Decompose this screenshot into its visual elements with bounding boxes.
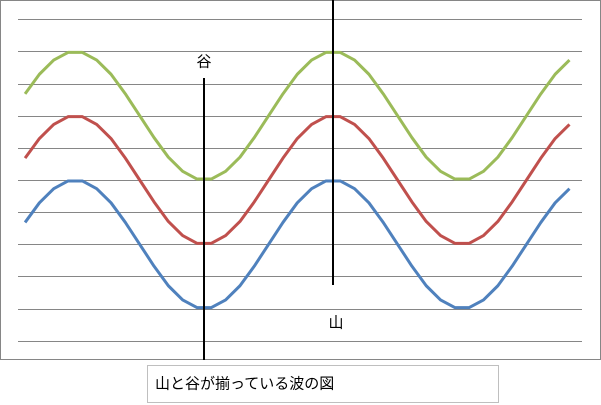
series-line	[23, 115, 571, 245]
series-lines	[23, 50, 571, 310]
series-line	[23, 179, 571, 310]
caption-box	[147, 365, 499, 403]
valley-label: 谷	[196, 53, 211, 71]
caption: 山と谷が揃っている波の図	[155, 375, 334, 393]
grid	[18, 19, 582, 342]
series-line	[23, 50, 571, 181]
peak-label: 山	[328, 314, 343, 332]
